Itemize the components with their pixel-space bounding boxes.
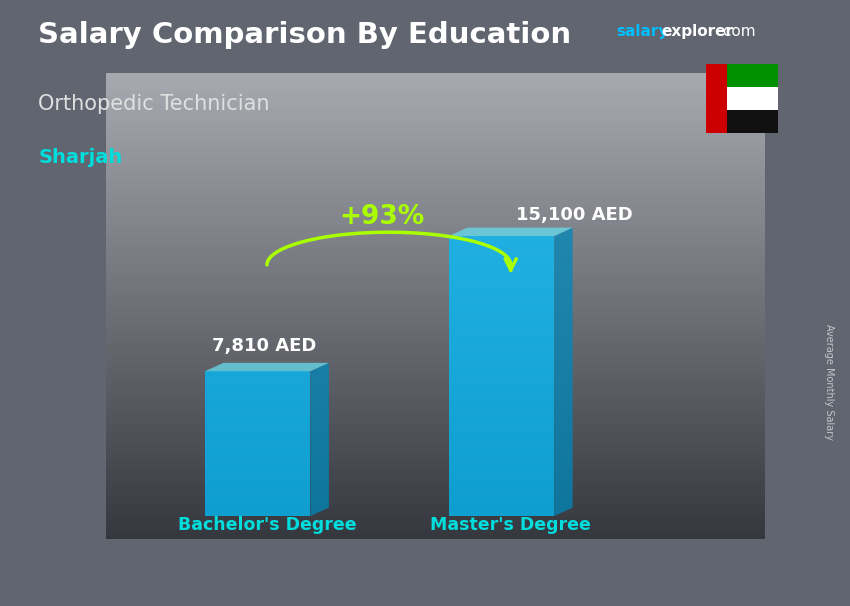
Polygon shape	[205, 371, 310, 516]
Text: explorer: explorer	[661, 24, 734, 39]
Polygon shape	[449, 236, 554, 516]
Text: Sharjah: Sharjah	[38, 148, 122, 167]
Polygon shape	[310, 363, 329, 516]
Text: 15,100 AED: 15,100 AED	[516, 207, 632, 224]
Polygon shape	[554, 228, 573, 516]
Text: Salary Comparison By Education: Salary Comparison By Education	[38, 21, 571, 49]
Polygon shape	[727, 64, 778, 87]
Text: Average Monthly Salary: Average Monthly Salary	[824, 324, 834, 440]
Text: 7,810 AED: 7,810 AED	[212, 337, 316, 355]
Polygon shape	[727, 110, 778, 133]
Text: Orthopedic Technician: Orthopedic Technician	[38, 94, 269, 114]
Text: Bachelor's Degree: Bachelor's Degree	[178, 516, 356, 534]
Text: +93%: +93%	[340, 204, 425, 230]
Polygon shape	[449, 228, 573, 236]
Text: .com: .com	[718, 24, 756, 39]
Polygon shape	[706, 64, 727, 133]
Polygon shape	[727, 87, 778, 110]
Text: Master's Degree: Master's Degree	[430, 516, 591, 534]
Polygon shape	[205, 363, 329, 371]
Text: salary: salary	[616, 24, 669, 39]
